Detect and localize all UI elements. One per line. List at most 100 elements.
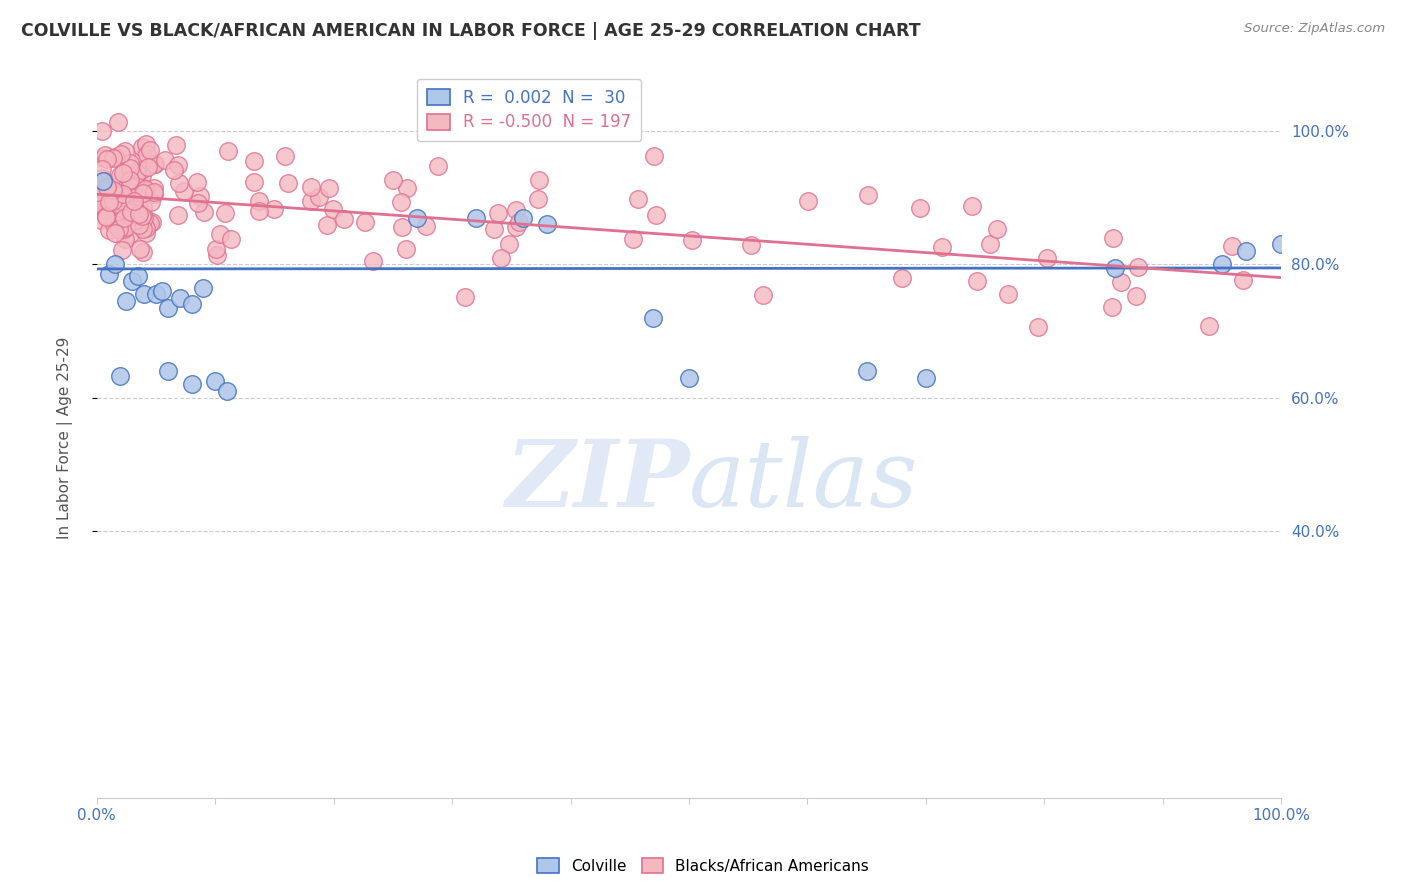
Point <box>134 182 156 196</box>
Point <box>111 202 134 216</box>
Point <box>277 176 299 190</box>
Point <box>169 291 191 305</box>
Point <box>1102 230 1125 244</box>
Point <box>132 207 155 221</box>
Point <box>464 211 486 225</box>
Point <box>910 201 932 215</box>
Point <box>415 219 437 234</box>
Point <box>112 211 135 225</box>
Point <box>219 232 242 246</box>
Point <box>187 196 209 211</box>
Point <box>986 222 1008 236</box>
Point <box>681 233 703 247</box>
Point <box>505 219 527 234</box>
Point <box>107 197 129 211</box>
Point <box>143 157 166 171</box>
Point <box>89 197 111 211</box>
Point <box>127 166 149 180</box>
Point <box>1036 251 1059 265</box>
Point <box>484 222 506 236</box>
Point <box>156 364 179 378</box>
Point <box>93 189 115 203</box>
Point <box>93 184 115 198</box>
Point <box>91 174 114 188</box>
Point <box>333 212 356 227</box>
Point <box>1026 320 1049 334</box>
Point <box>139 144 162 158</box>
Point <box>299 180 322 194</box>
Point <box>93 174 115 188</box>
Point <box>1270 237 1292 252</box>
Point <box>136 147 159 161</box>
Point <box>105 193 128 207</box>
Point <box>134 226 156 240</box>
Point <box>145 287 167 301</box>
Point <box>308 190 330 204</box>
Point <box>120 156 142 170</box>
Point <box>118 173 141 187</box>
Point <box>96 209 118 223</box>
Point <box>98 194 121 208</box>
Point <box>381 173 404 187</box>
Point <box>143 185 166 199</box>
Point <box>108 168 131 182</box>
Point <box>94 203 117 218</box>
Point <box>118 178 141 193</box>
Point <box>86 188 108 202</box>
Point <box>405 211 427 225</box>
Point <box>214 206 236 220</box>
Point <box>855 364 877 378</box>
Point <box>1125 289 1147 303</box>
Point <box>91 124 114 138</box>
Point <box>107 205 129 219</box>
Point <box>931 240 953 254</box>
Point <box>128 207 150 221</box>
Point <box>193 204 215 219</box>
Point <box>205 248 228 262</box>
Point <box>107 215 129 229</box>
Point <box>107 115 129 129</box>
Point <box>128 202 150 216</box>
Point <box>97 267 120 281</box>
Point <box>166 209 188 223</box>
Point <box>644 208 666 222</box>
Point <box>122 202 145 216</box>
Point <box>112 221 135 235</box>
Point <box>914 370 936 384</box>
Point <box>1220 239 1243 253</box>
Point <box>132 221 155 235</box>
Point <box>536 217 558 231</box>
Point <box>98 223 121 237</box>
Point <box>104 187 127 202</box>
Point <box>100 193 122 207</box>
Point <box>529 173 551 187</box>
Point <box>94 210 117 224</box>
Text: ZIP: ZIP <box>505 436 689 526</box>
Point <box>131 150 153 164</box>
Point <box>193 280 215 294</box>
Point <box>108 222 131 236</box>
Point <box>110 193 132 207</box>
Point <box>960 199 983 213</box>
Point <box>454 290 477 304</box>
Point <box>180 377 202 392</box>
Point <box>1101 301 1123 315</box>
Point <box>505 202 527 217</box>
Point <box>131 185 153 199</box>
Point <box>966 274 988 288</box>
Point <box>173 185 195 199</box>
Point <box>131 169 153 184</box>
Point <box>396 181 419 195</box>
Point <box>127 198 149 212</box>
Point <box>134 287 156 301</box>
Point <box>263 202 285 216</box>
Point <box>97 181 120 195</box>
Point <box>125 190 148 204</box>
Point <box>125 193 148 207</box>
Point <box>389 195 412 210</box>
Point <box>142 157 165 171</box>
Point <box>122 169 145 183</box>
Point <box>621 232 644 246</box>
Point <box>103 217 125 231</box>
Point <box>678 370 700 384</box>
